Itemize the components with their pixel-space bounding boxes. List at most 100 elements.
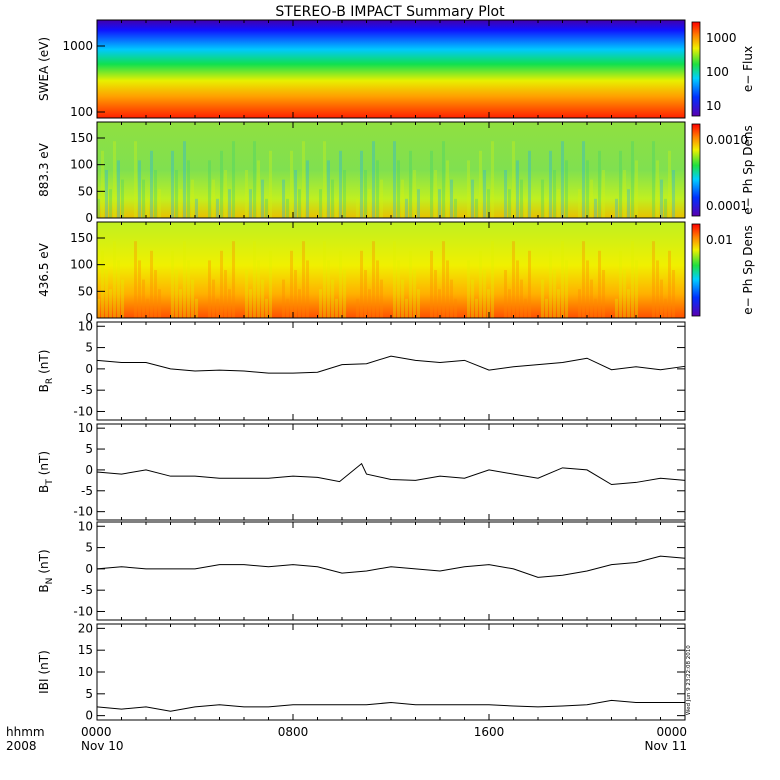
spectrogram-streak bbox=[508, 289, 511, 318]
panel-ylabel: BN (nT) bbox=[37, 549, 55, 592]
colorbar-ramp bbox=[691, 223, 701, 317]
spectrogram-streak bbox=[261, 179, 264, 218]
y-tick-label: 10 bbox=[78, 519, 93, 533]
spectrogram-streak bbox=[372, 141, 375, 218]
spectrogram-streak bbox=[627, 189, 630, 218]
spectrogram-streak bbox=[582, 241, 585, 318]
spectrogram-streak bbox=[97, 198, 100, 218]
spectrogram-streak bbox=[578, 289, 581, 318]
spectrogram bbox=[97, 122, 685, 218]
spectrogram-streak bbox=[553, 170, 556, 218]
spectrogram-streak bbox=[290, 250, 293, 318]
spectrogram-streak bbox=[364, 170, 367, 218]
spectrogram-streak bbox=[372, 241, 375, 318]
spectrogram-streak bbox=[602, 170, 605, 218]
y-tick-label: -5 bbox=[81, 583, 93, 597]
spectrogram-streak bbox=[286, 198, 289, 218]
spectrogram-streak bbox=[101, 150, 104, 218]
y-tick-label: 15 bbox=[78, 643, 93, 657]
panel-frame bbox=[96, 121, 686, 219]
spectrogram-streak bbox=[475, 298, 478, 318]
colorbar-tick-label: 0.0010 bbox=[706, 133, 748, 147]
spectrogram-streak bbox=[257, 160, 260, 218]
spectrogram-streak bbox=[220, 150, 223, 218]
spectrogram-streak bbox=[269, 250, 272, 318]
spectrogram-streak bbox=[401, 279, 404, 318]
spectrogram-streak bbox=[615, 298, 618, 318]
y-tick-label: 0 bbox=[85, 562, 93, 576]
spectrogram-streak bbox=[187, 160, 190, 218]
spectrogram-streak bbox=[635, 260, 638, 318]
spectrogram-streak bbox=[450, 279, 453, 318]
spectrogram-streak bbox=[467, 260, 470, 318]
spectrogram-streak bbox=[150, 150, 153, 218]
colorbar-tick-label: 1000 bbox=[706, 31, 737, 45]
panel-frame bbox=[96, 521, 686, 621]
spectrogram-streak bbox=[323, 241, 326, 318]
plot-area bbox=[97, 322, 685, 420]
spectrogram-streak bbox=[528, 150, 531, 218]
spectrogram-streak bbox=[491, 241, 494, 318]
spectrogram-streak bbox=[343, 170, 346, 218]
y-tick-label: 50 bbox=[78, 184, 93, 198]
x-tick-label: 0800 bbox=[278, 725, 309, 739]
spectrogram-streak bbox=[471, 279, 474, 318]
spectrogram-streak bbox=[557, 289, 560, 318]
panel-frame bbox=[96, 19, 686, 119]
spectrogram-streak bbox=[319, 289, 322, 318]
panel-ylabel: BR (nT) bbox=[37, 350, 55, 393]
spectrogram-streak bbox=[545, 298, 548, 318]
colorbar-tick-label: 0.0001 bbox=[706, 199, 748, 213]
spectrogram-streak bbox=[282, 279, 285, 318]
spectrogram-streak bbox=[487, 189, 490, 218]
spectrogram-streak bbox=[360, 250, 363, 318]
spectrogram-streak bbox=[631, 141, 634, 218]
spectrogram-streak bbox=[660, 179, 663, 218]
colorbar-label: e− Ph Sp Dens bbox=[741, 225, 755, 314]
spectrogram-streak bbox=[113, 241, 116, 318]
spectrogram-streak bbox=[627, 289, 630, 318]
spectrogram-streak bbox=[154, 270, 157, 318]
spectrogram-streak bbox=[183, 241, 186, 318]
spectrogram-streak bbox=[134, 141, 137, 218]
ylabel-subscript: R bbox=[45, 378, 55, 384]
ylabel-subscript: N bbox=[45, 578, 55, 585]
spectrogram-streak bbox=[146, 198, 149, 218]
panel-4: -10 -5 0 5 10 BR (nT) bbox=[37, 319, 686, 421]
panel-frame bbox=[96, 623, 686, 721]
panel-ylabel: 436.5 eV bbox=[37, 242, 51, 297]
ylabel-unit: (nT) bbox=[37, 451, 51, 475]
spectrogram-streak bbox=[409, 150, 412, 218]
spectrogram-streak bbox=[434, 270, 437, 318]
y-tick-label: 5 bbox=[85, 541, 93, 555]
y-tick-label: 5 bbox=[85, 687, 93, 701]
spectrogram-streak bbox=[557, 189, 560, 218]
spectrogram-streak bbox=[121, 179, 124, 218]
x-tick-label: 0000 bbox=[656, 725, 687, 739]
spectrogram-streak bbox=[109, 289, 112, 318]
spectrogram-streak bbox=[179, 289, 182, 318]
spectrogram-streak bbox=[228, 289, 231, 318]
spectrogram-streak bbox=[257, 260, 260, 318]
spectrogram-streak bbox=[504, 170, 507, 218]
panel-ylabel: IBI (nT) bbox=[37, 650, 51, 694]
spectrogram-streak bbox=[138, 260, 141, 318]
plot-area bbox=[97, 522, 685, 620]
spectrogram-streak bbox=[561, 141, 564, 218]
spectrogram-streak bbox=[615, 198, 618, 218]
ylabel-main: IBI bbox=[37, 679, 51, 694]
spectrogram-streak bbox=[635, 160, 638, 218]
panel-frame bbox=[96, 423, 686, 521]
spectrogram-streak bbox=[294, 170, 297, 218]
spectrogram-streak bbox=[117, 160, 120, 218]
y-tick-label: 10 bbox=[78, 421, 93, 435]
x-date-label: Nov 10 bbox=[81, 739, 124, 753]
spectrogram-streak bbox=[565, 160, 568, 218]
spectrogram-streak bbox=[146, 298, 149, 318]
spectrogram-streak bbox=[479, 150, 482, 218]
spectrogram-streak bbox=[187, 260, 190, 318]
spectrogram-streak bbox=[319, 189, 322, 218]
spectrogram-streak bbox=[265, 298, 268, 318]
